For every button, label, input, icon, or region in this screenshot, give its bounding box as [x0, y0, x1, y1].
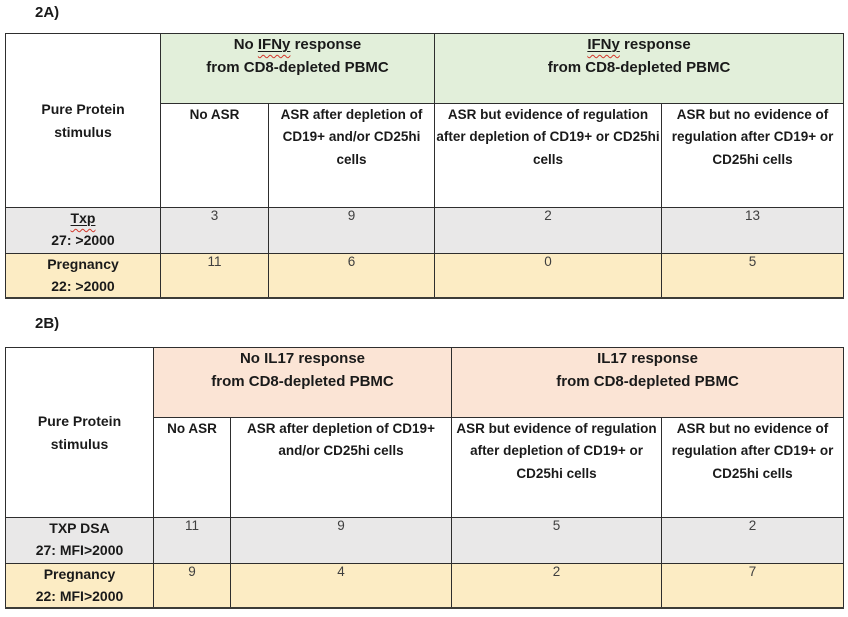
stub-line1: Pure Protein	[37, 413, 122, 430]
misspelled-word: IFNy	[587, 36, 620, 53]
group-keyword: IFNy	[257, 36, 291, 53]
value-cell: 3	[160, 207, 269, 254]
table-2a-stub-header: Pure Protein stimulus	[5, 33, 161, 208]
column-header-asr-no-evidence: ASR but no evidence of regulation after …	[661, 417, 845, 518]
group-keyword: IL17	[597, 350, 628, 367]
table-2b-row-pregnancy: Pregnancy 22: MFI>2000 9 4 2 7	[5, 563, 845, 610]
value-cell: 2	[434, 207, 663, 254]
row-label: TXP DSA 27: MFI>2000	[5, 517, 154, 564]
value-cell: 2	[661, 517, 845, 564]
row-label-line2: 22: >2000	[51, 277, 115, 294]
table-2b-stub-header: Pure Protein stimulus	[5, 347, 154, 518]
column-header-asr-evidence: ASR but evidence of regulation after dep…	[451, 417, 663, 518]
row-label-line1: Pregnancy	[47, 256, 119, 272]
group-title-line1: IL17 response	[453, 349, 843, 371]
group-prefix: No	[233, 36, 258, 53]
group-suffix: response	[294, 350, 366, 367]
value-cell: 9	[229, 517, 453, 564]
row-label-line2: 22: MFI>2000	[35, 587, 124, 604]
table-2a-group-ifny: IFNy response from CD8-depleted PBMC	[434, 33, 845, 104]
column-header-no-asr: No ASR	[153, 417, 231, 518]
group-prefix: No	[239, 350, 265, 367]
group-title-line2: from CD8-depleted PBMC	[547, 58, 731, 76]
row-label-line1: Txp	[7, 209, 160, 230]
column-header-asr-after-depletion: ASR after depletion of CD19+ and/or CD25…	[229, 417, 453, 518]
misspelled-word: IFNy	[258, 36, 291, 53]
group-title-line2: from CD8-depleted PBMC	[206, 58, 389, 76]
group-title-line2: from CD8-depleted PBMC	[556, 372, 739, 390]
row-label-line2: 27: MFI>2000	[35, 541, 124, 558]
value-cell: 2	[451, 563, 663, 610]
value-cell: 7	[661, 563, 845, 610]
value-cell: 9	[267, 207, 436, 254]
value-cell: 5	[661, 253, 845, 300]
table-2a-group-header-row: Pure Protein stimulus No IFNy response f…	[5, 33, 845, 208]
row-label: Txp 27: >2000	[5, 207, 161, 254]
value-cell: 4	[229, 563, 453, 610]
group-keyword: IFNy	[587, 36, 620, 53]
column-header-asr-no-evidence: ASR but no evidence of regulation after …	[661, 103, 845, 208]
value-cell: 11	[160, 253, 269, 300]
table-2b-column-header-row: No ASR ASR after depletion of CD19+ and/…	[6, 417, 845, 518]
value-cell: 6	[267, 253, 436, 300]
group-keyword: IL17	[264, 350, 295, 367]
figure-label-2a: 2A)	[35, 4, 60, 21]
value-cell: 5	[451, 517, 663, 564]
group-title-line1: No IL17 response	[155, 349, 451, 371]
group-title-line2: from CD8-depleted PBMC	[211, 372, 394, 390]
figure-label-2b: 2B)	[35, 315, 60, 332]
row-label: Pregnancy 22: MFI>2000	[5, 563, 154, 610]
misspelled-word: Txp	[70, 210, 96, 226]
value-cell: 11	[153, 517, 231, 564]
stub-line2: stimulus	[50, 435, 109, 452]
column-header-asr-evidence: ASR but evidence of regulation after dep…	[434, 103, 663, 208]
value-cell: 13	[661, 207, 845, 254]
stub-line2: stimulus	[54, 123, 112, 140]
group-suffix: response	[290, 36, 362, 53]
row-label: Pregnancy 22: >2000	[5, 253, 161, 300]
row-label-line1: TXP DSA	[49, 520, 110, 536]
group-title-line1: No IFNy response	[162, 35, 434, 57]
table-2a-column-header-row: No ASR ASR after depletion of CD19+ and/…	[6, 103, 845, 208]
table-2a-row-txp: Txp 27: >2000 3 9 2 13	[5, 207, 845, 254]
row-label-line1: Pregnancy	[43, 566, 116, 582]
table-2a-row-pregnancy: Pregnancy 22: >2000 11 6 0 5	[5, 253, 845, 300]
table-2b-row-txp-dsa: TXP DSA 27: MFI>2000 11 9 5 2	[5, 517, 845, 564]
group-title-line1: IFNy response	[436, 35, 843, 57]
row-label-line2: 27: >2000	[51, 231, 115, 248]
table-2b-group-header-row: Pure Protein stimulus No IL17 response f…	[5, 347, 845, 518]
table-2a: Pure Protein stimulus No IFNy response f…	[5, 33, 845, 300]
stub-line1: Pure Protein	[41, 101, 125, 118]
value-cell: 9	[153, 563, 231, 610]
column-header-asr-after-depletion: ASR after depletion of CD19+ and/or CD25…	[267, 103, 436, 208]
column-header-no-asr: No ASR	[160, 103, 269, 208]
value-cell: 0	[434, 253, 663, 300]
group-suffix: response	[619, 36, 691, 53]
table-2b: Pure Protein stimulus No IL17 response f…	[5, 347, 845, 610]
group-suffix: response	[627, 350, 698, 367]
table-2b-group-no-il17: No IL17 response from CD8-depleted PBMC	[152, 347, 453, 418]
table-2b-group-il17: IL17 response from CD8-depleted PBMC	[451, 347, 845, 418]
table-2a-group-no-ifny: No IFNy response from CD8-depleted PBMC	[159, 33, 436, 104]
